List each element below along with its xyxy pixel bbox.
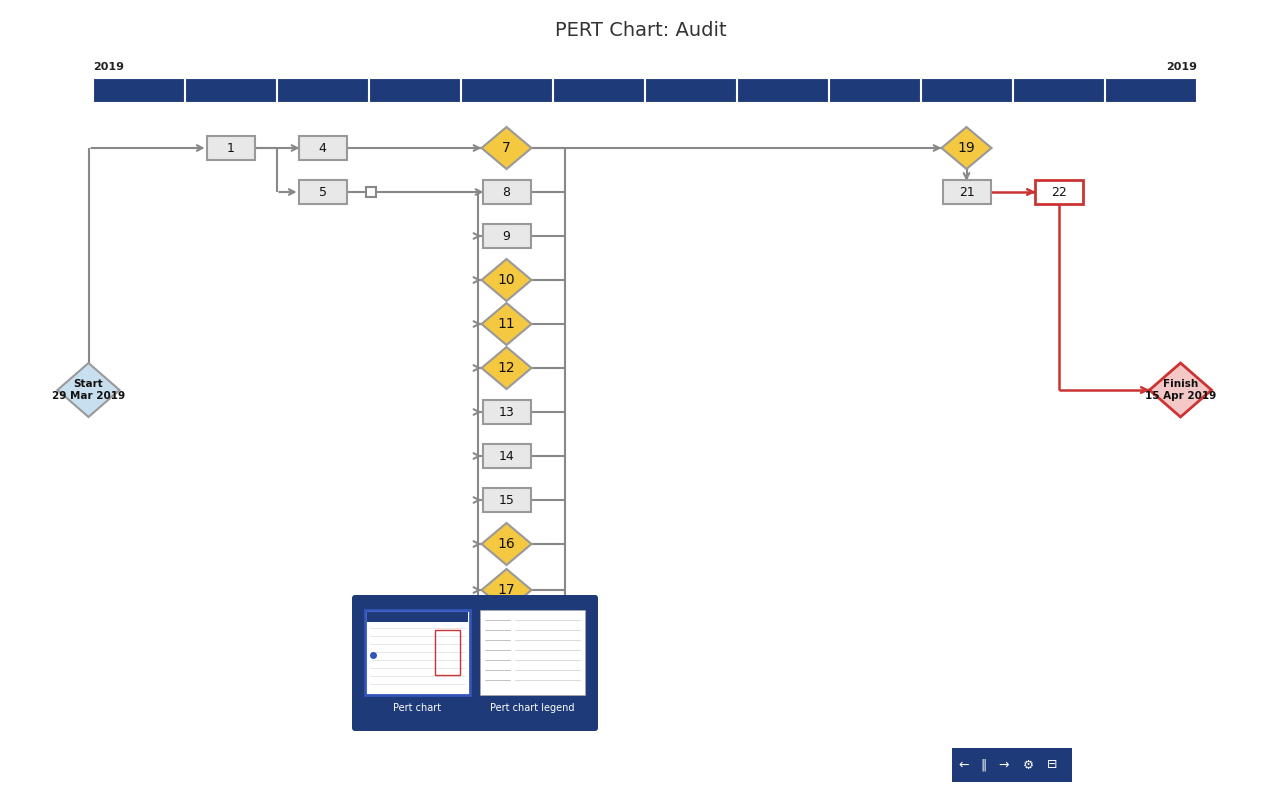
Text: ⊟: ⊟ — [1046, 759, 1058, 772]
Polygon shape — [482, 569, 532, 611]
Text: ‖: ‖ — [981, 759, 987, 772]
FancyBboxPatch shape — [353, 595, 597, 731]
Text: 8: 8 — [503, 185, 510, 199]
Text: 5: 5 — [318, 185, 327, 199]
Text: 5 Apr: 5 Apr — [582, 85, 615, 95]
Text: 13: 13 — [499, 406, 514, 419]
FancyBboxPatch shape — [206, 136, 255, 160]
Text: 7: 7 — [503, 141, 510, 155]
Polygon shape — [941, 127, 991, 169]
FancyBboxPatch shape — [553, 78, 644, 102]
FancyBboxPatch shape — [482, 444, 531, 468]
Polygon shape — [482, 347, 532, 389]
Text: 11: 11 — [497, 317, 515, 331]
FancyBboxPatch shape — [94, 78, 185, 102]
FancyBboxPatch shape — [942, 180, 991, 204]
Text: 12 Apr: 12 Apr — [1038, 85, 1079, 95]
FancyBboxPatch shape — [645, 78, 736, 102]
Text: 4: 4 — [318, 141, 327, 155]
Polygon shape — [482, 303, 532, 345]
Text: 16: 16 — [497, 537, 515, 551]
Text: Pert chart: Pert chart — [394, 703, 441, 713]
Text: 1: 1 — [227, 141, 235, 155]
FancyBboxPatch shape — [277, 78, 368, 102]
FancyBboxPatch shape — [920, 78, 1011, 102]
FancyBboxPatch shape — [482, 488, 531, 512]
Text: 10 Apr: 10 Apr — [854, 85, 895, 95]
Text: 9: 9 — [503, 229, 510, 242]
FancyBboxPatch shape — [369, 78, 460, 102]
Bar — [365, 187, 376, 197]
Polygon shape — [482, 523, 532, 565]
FancyBboxPatch shape — [829, 78, 920, 102]
Text: 15: 15 — [499, 493, 514, 507]
Text: 9 Apr: 9 Apr — [765, 85, 800, 95]
FancyBboxPatch shape — [737, 78, 828, 102]
FancyBboxPatch shape — [365, 610, 470, 695]
FancyBboxPatch shape — [367, 612, 468, 622]
Text: 8 Apr: 8 Apr — [673, 85, 708, 95]
Text: 17: 17 — [497, 583, 515, 597]
Text: 12: 12 — [497, 361, 515, 375]
FancyBboxPatch shape — [482, 224, 531, 248]
Text: 11 Apr: 11 Apr — [946, 85, 987, 95]
FancyBboxPatch shape — [185, 78, 276, 102]
Text: 14: 14 — [499, 449, 514, 463]
Text: 4 Apr: 4 Apr — [490, 85, 523, 95]
FancyBboxPatch shape — [299, 136, 346, 160]
Polygon shape — [482, 259, 532, 301]
Polygon shape — [58, 363, 119, 417]
Text: 2019: 2019 — [94, 62, 124, 72]
Text: ←: ← — [959, 759, 969, 772]
Text: PERT Chart: Audit: PERT Chart: Audit — [555, 21, 727, 39]
Text: Start
29 Mar 2019: Start 29 Mar 2019 — [53, 379, 126, 401]
Text: 15 Apr: 15 Apr — [1129, 85, 1172, 95]
Text: 22: 22 — [1051, 185, 1067, 199]
Text: →: → — [999, 759, 1009, 772]
Text: 2 Apr: 2 Apr — [305, 85, 340, 95]
Text: ⚙: ⚙ — [1022, 759, 1033, 772]
FancyBboxPatch shape — [482, 180, 531, 204]
Text: 1 Apr: 1 Apr — [214, 85, 247, 95]
Polygon shape — [1150, 363, 1211, 417]
FancyBboxPatch shape — [479, 610, 585, 695]
FancyBboxPatch shape — [482, 400, 531, 424]
FancyBboxPatch shape — [1105, 78, 1196, 102]
FancyBboxPatch shape — [953, 748, 1072, 782]
Text: Pert chart legend: Pert chart legend — [490, 703, 574, 713]
Text: Finish
15 Apr 2019: Finish 15 Apr 2019 — [1145, 379, 1217, 401]
Text: 21: 21 — [959, 185, 974, 199]
Text: 19: 19 — [958, 141, 976, 155]
FancyBboxPatch shape — [462, 78, 553, 102]
Text: 3 Apr: 3 Apr — [397, 85, 431, 95]
FancyBboxPatch shape — [1035, 180, 1082, 204]
Text: 29 Mar: 29 Mar — [117, 85, 160, 95]
FancyBboxPatch shape — [299, 180, 346, 204]
Text: 2019: 2019 — [1167, 62, 1197, 72]
Text: 10: 10 — [497, 273, 515, 287]
Polygon shape — [482, 127, 532, 169]
FancyBboxPatch shape — [1013, 78, 1104, 102]
